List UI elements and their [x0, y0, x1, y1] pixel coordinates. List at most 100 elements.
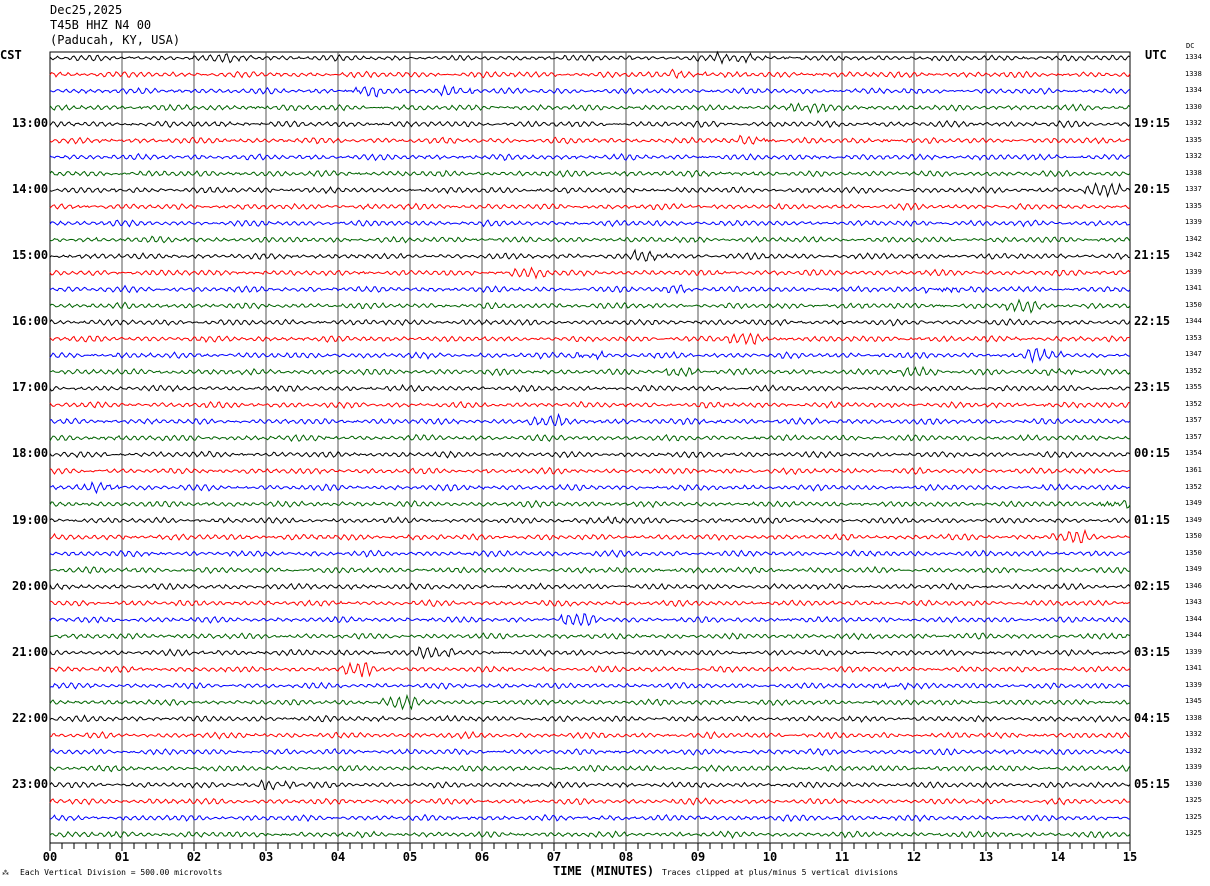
dc-offset-value: 1330 — [1185, 779, 1202, 788]
seismic-trace — [49, 235, 1131, 244]
cst-hour-label: 23:00 — [12, 776, 49, 791]
x-tick-label: 07 — [547, 850, 561, 864]
dc-offset-value: 1346 — [1185, 581, 1202, 590]
seismic-trace — [49, 202, 1131, 212]
dc-offset-value: 1350 — [1185, 532, 1202, 541]
seismic-trace — [49, 528, 1131, 544]
x-tick-label: 08 — [619, 850, 633, 864]
dc-offset-value: 1339 — [1185, 763, 1202, 772]
dc-offset-value: 1354 — [1185, 449, 1202, 458]
cst-hour-label: 16:00 — [12, 314, 49, 329]
seismic-trace — [49, 714, 1131, 723]
dc-offset-value: 1332 — [1185, 746, 1202, 755]
x-tick-label: 05 — [403, 850, 417, 864]
x-tick-label: 06 — [475, 850, 489, 864]
station-label: T45B HHZ N4 00 — [50, 18, 152, 32]
seismic-trace — [49, 169, 1131, 178]
x-tick-label: 11 — [835, 850, 849, 864]
seismic-trace — [49, 284, 1131, 295]
dc-offset-value: 1344 — [1185, 317, 1202, 326]
cst-hour-label: 19:00 — [12, 512, 49, 527]
x-tick-label: 02 — [187, 850, 201, 864]
plot-frame — [49, 51, 1131, 844]
seismic-trace — [49, 599, 1131, 608]
utc-hour-label: 22:15 — [1134, 314, 1171, 329]
dc-offset-value: 1338 — [1185, 69, 1202, 78]
seismic-trace — [49, 134, 1131, 145]
x-tick-label: 12 — [907, 850, 921, 864]
seismic-trace — [49, 632, 1131, 641]
utc-hour-label: 21:15 — [1134, 248, 1171, 263]
cst-label: CST — [0, 48, 22, 62]
seismic-trace — [49, 383, 1131, 393]
dc-offset-value: 1335 — [1185, 201, 1202, 210]
seismic-trace — [49, 549, 1131, 558]
seismic-trace — [49, 318, 1131, 327]
dc-offset-value: 1352 — [1185, 482, 1202, 491]
seismic-trace — [49, 181, 1131, 199]
dc-offset-value: 1344 — [1185, 614, 1202, 623]
location-label: (Paducah, KY, USA) — [50, 33, 181, 47]
seismic-trace — [49, 499, 1131, 509]
dc-offset-value: 1345 — [1185, 697, 1202, 706]
cst-hour-label: 15:00 — [12, 248, 49, 263]
seismic-trace — [49, 613, 1131, 627]
x-tick-label: 09 — [691, 850, 705, 864]
seismic-trace — [49, 102, 1131, 115]
utc-hour-label: 00:15 — [1134, 446, 1171, 461]
seismic-trace — [49, 466, 1131, 476]
dc-offset-value: 1332 — [1185, 119, 1202, 128]
seismic-trace — [49, 248, 1131, 262]
dc-offset-value: 1349 — [1185, 499, 1202, 508]
utc-hour-label: 23:15 — [1134, 380, 1171, 395]
dc-offset-value: 1349 — [1185, 565, 1202, 574]
dc-offset-value: 1347 — [1185, 350, 1202, 359]
seismic-trace — [49, 646, 1131, 660]
utc-hour-label: 05:15 — [1134, 776, 1171, 791]
cst-hour-label: 18:00 — [12, 446, 49, 461]
x-axis-title: TIME (MINUTES) — [553, 864, 655, 878]
seismic-trace — [49, 450, 1131, 459]
dc-offset-value: 1339 — [1185, 218, 1202, 227]
dc-offset-value: 1338 — [1185, 168, 1202, 177]
seismic-trace — [49, 565, 1131, 575]
dc-offset-value: 1353 — [1185, 333, 1202, 342]
dc-offset-value: 1325 — [1185, 812, 1202, 821]
dc-offset-value: 1332 — [1185, 152, 1202, 161]
dc-offset-value: 1339 — [1185, 680, 1202, 689]
seismic-trace — [49, 347, 1131, 364]
dc-offset-value: 1332 — [1185, 730, 1202, 739]
utc-label: UTC — [1145, 48, 1167, 62]
dc-offset-value: 1325 — [1185, 829, 1202, 838]
dc-offset-value: 1342 — [1185, 251, 1202, 260]
dc-offset-value: 1350 — [1185, 548, 1202, 557]
seismic-trace — [49, 400, 1130, 410]
dc-offset-value: 1339 — [1185, 647, 1202, 656]
seismic-trace — [49, 50, 1131, 65]
clip-note: Traces clipped at plus/minus 5 vertical … — [662, 868, 899, 877]
cst-hour-label: 17:00 — [12, 380, 49, 395]
seismic-trace — [49, 515, 1131, 525]
dc-offset-value: 1342 — [1185, 234, 1202, 243]
x-tick-label: 01 — [115, 850, 129, 864]
seismic-trace — [49, 433, 1131, 443]
seismic-trace — [49, 813, 1131, 823]
dc-offset-value: 1349 — [1185, 515, 1202, 524]
dc-offset-value: 1330 — [1185, 102, 1202, 111]
seismic-trace — [49, 412, 1131, 427]
corner-mark: ⁂ — [2, 869, 9, 877]
seismic-trace — [49, 830, 1131, 840]
dc-offset-value: 1334 — [1185, 53, 1202, 61]
dc-offset-value: 1352 — [1185, 399, 1202, 408]
seismic-trace — [49, 693, 1131, 711]
seismic-trace — [49, 681, 1131, 691]
utc-hour-label: 19:15 — [1134, 116, 1171, 131]
seismic-trace — [49, 365, 1131, 378]
seismic-trace — [49, 219, 1131, 228]
dc-label: DC — [1186, 42, 1195, 50]
dc-offset-value: 1355 — [1185, 383, 1202, 392]
dc-offset-value: 1357 — [1185, 416, 1202, 425]
x-tick-label: 15 — [1123, 850, 1137, 864]
x-tick-label: 13 — [979, 850, 993, 864]
